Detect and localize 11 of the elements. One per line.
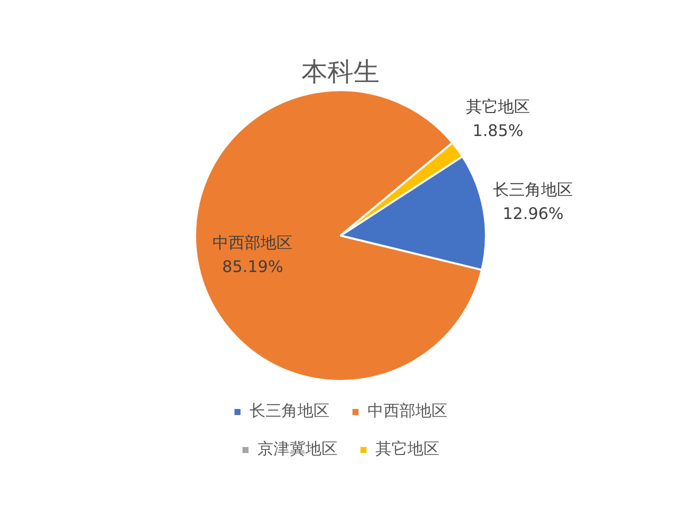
slice-label: 其它地区 xyxy=(466,96,530,116)
data-label: 12.96% xyxy=(502,204,564,223)
legend-label: 其它地区 xyxy=(376,439,440,458)
legend-label: 中西部地区 xyxy=(368,401,448,420)
slice-label: 长三角地区 xyxy=(493,180,574,199)
data-label: 85.19% xyxy=(222,257,284,276)
slice-label: 中西部地区 xyxy=(212,233,293,252)
legend-label: 京津冀地区 xyxy=(258,439,338,458)
data-label: 1.85% xyxy=(472,120,524,140)
legend-label: 长三角地区 xyxy=(250,401,330,420)
chart-title: 本科生 xyxy=(302,57,380,88)
